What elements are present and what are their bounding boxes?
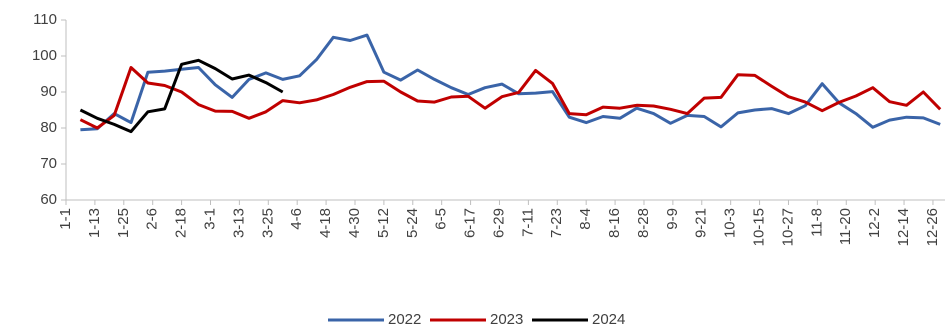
y-tick-label: 80 — [40, 119, 57, 136]
x-tick-label: 10-15 — [751, 208, 768, 246]
series-line — [79, 58, 284, 134]
x-tick-label: 7-23 — [548, 208, 565, 238]
x-tick-label: 3-13 — [230, 208, 247, 238]
x-tick-label: 8-28 — [635, 208, 652, 238]
x-tick-label: 4-18 — [317, 208, 334, 238]
x-tick-label: 1-1 — [57, 208, 74, 230]
x-tick-label: 9-21 — [693, 208, 710, 238]
legend-label: 2022 — [388, 311, 421, 328]
y-tick-label: 70 — [40, 155, 57, 172]
x-tick-label: 10-27 — [779, 208, 796, 246]
x-tick-label: 9-9 — [664, 208, 681, 230]
y-tick-label: 60 — [40, 191, 57, 208]
x-tick-label: 4-6 — [288, 208, 305, 230]
x-tick-label: 5-12 — [375, 208, 392, 238]
x-tick-label: 5-24 — [404, 208, 421, 238]
x-tick-label: 1-25 — [115, 208, 132, 238]
x-tick-label: 3-1 — [201, 208, 218, 230]
x-tick-label: 12-26 — [924, 208, 941, 246]
x-tick-label: 11-20 — [837, 208, 854, 245]
legend-label: 2023 — [490, 311, 523, 328]
legend-label: 2024 — [592, 311, 625, 328]
x-tick-label: 10-3 — [722, 208, 739, 238]
x-tick-label: 12-2 — [866, 208, 883, 238]
series-line — [80, 33, 941, 132]
y-tick-label: 100 — [32, 47, 57, 64]
y-tick-label: 110 — [33, 11, 57, 28]
x-tick-label: 1-13 — [86, 208, 103, 238]
x-tick-label: 11-8 — [808, 208, 825, 237]
x-tick-label: 6-17 — [462, 208, 479, 238]
x-tick-label: 8-4 — [577, 208, 594, 230]
x-tick-label: 8-16 — [606, 208, 623, 238]
x-tick-label: 6-29 — [490, 208, 507, 238]
x-tick-label: 3-25 — [259, 208, 276, 238]
x-tick-label: 6-5 — [433, 208, 450, 230]
y-tick-label: 90 — [40, 83, 57, 100]
series-line — [79, 66, 942, 130]
x-tick-label: 2-6 — [144, 208, 161, 230]
x-tick-label: 7-11 — [519, 208, 536, 237]
x-tick-label: 2-18 — [173, 208, 190, 238]
x-tick-label: 4-30 — [346, 208, 363, 238]
x-tick-label: 12-14 — [895, 208, 912, 246]
